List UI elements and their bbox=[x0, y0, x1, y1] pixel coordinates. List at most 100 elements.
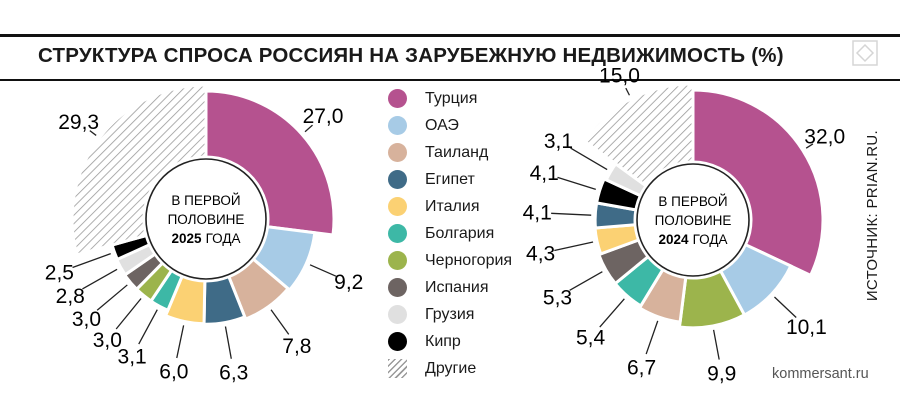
legend-item-other: Другие bbox=[388, 355, 512, 382]
leader-line bbox=[712, 329, 720, 360]
value-label-uae: 10,1 bbox=[786, 316, 827, 339]
leader-line bbox=[805, 143, 814, 149]
legend-item-uae: ОАЭ bbox=[388, 112, 512, 139]
leader-line bbox=[96, 284, 128, 311]
center-label-line2: ПОЛОВИНЕ bbox=[655, 213, 732, 228]
leader-line bbox=[270, 309, 290, 335]
legend-item-egypt: Египет bbox=[388, 166, 512, 193]
value-label-thailand: 6,7 bbox=[627, 356, 656, 379]
legend-swatch bbox=[388, 224, 407, 243]
value-label-georgia: 3,1 bbox=[544, 130, 573, 153]
value-label-italy: 6,0 bbox=[159, 361, 188, 384]
legend-swatch bbox=[388, 170, 407, 189]
legend-swatch bbox=[388, 116, 407, 135]
leader-line bbox=[625, 87, 631, 96]
legend-label: Испания bbox=[425, 278, 489, 296]
chart-title: СТРУКТУРА СПРОСА РОССИЯН НА ЗАРУБЕЖНУЮ Н… bbox=[38, 44, 784, 67]
slice-uae bbox=[251, 225, 317, 293]
legend-swatch bbox=[388, 143, 407, 162]
value-label-italy: 4,3 bbox=[526, 243, 555, 266]
legend-label: Кипр bbox=[425, 332, 461, 350]
value-label-montenegro: 3,0 bbox=[93, 329, 122, 352]
legend-item-bulgaria: Болгария bbox=[388, 220, 512, 247]
center-label-year: 2025 bbox=[172, 231, 203, 246]
logo-icon bbox=[852, 40, 878, 66]
legend-swatch bbox=[388, 278, 407, 297]
value-label-spain: 3,0 bbox=[72, 308, 101, 331]
slice-turkey bbox=[204, 89, 336, 237]
legend-label: ОАЭ bbox=[425, 116, 459, 134]
legend-item-georgia: Грузия bbox=[388, 301, 512, 328]
title-rule bbox=[0, 79, 900, 81]
value-label-uae: 9,2 bbox=[334, 271, 363, 294]
center-label-line1: В ПЕРВОЙ bbox=[171, 193, 240, 208]
center-label-year-line: 2025 ГОДА bbox=[172, 231, 241, 246]
legend-label: Италия bbox=[425, 197, 480, 215]
slice-other bbox=[70, 83, 208, 257]
legend-label: Таиланд bbox=[425, 143, 489, 161]
legend-swatch bbox=[388, 197, 407, 216]
value-label-spain: 5,3 bbox=[543, 286, 572, 309]
leader-line bbox=[599, 298, 625, 328]
leader-line bbox=[569, 271, 603, 291]
leader-line bbox=[224, 326, 232, 359]
legend-label: Черногория bbox=[425, 251, 513, 269]
leader-line bbox=[176, 325, 185, 359]
footer-credit: kommersant.ru bbox=[772, 366, 869, 382]
leader-line bbox=[557, 176, 596, 191]
value-label-egypt: 6,3 bbox=[219, 362, 248, 385]
legend-label: Грузия bbox=[425, 305, 475, 323]
leader-line bbox=[645, 320, 659, 355]
leader-line bbox=[551, 212, 592, 216]
value-label-montenegro: 9,9 bbox=[707, 362, 736, 385]
value-label-bulgaria: 3,1 bbox=[118, 345, 147, 368]
donut-chart-1: 27,09,27,86,36,03,13,03,02,82,529,3В ПЕР… bbox=[45, 83, 363, 385]
leader-line bbox=[82, 268, 118, 290]
leader-line bbox=[89, 130, 97, 136]
center-label-line1: В ПЕРВОЙ bbox=[658, 194, 727, 209]
legend-item-cyprus: Кипр bbox=[388, 328, 512, 355]
legend-item-italy: Италия bbox=[388, 193, 512, 220]
legend: Турция ОАЭ Таиланд Египет Италия Болгария Черн… bbox=[388, 85, 512, 382]
value-label-other: 15,0 bbox=[599, 65, 640, 88]
legend-swatch bbox=[388, 251, 407, 270]
value-label-turkey: 32,0 bbox=[804, 125, 845, 148]
leader-line bbox=[304, 124, 313, 133]
legend-swatch bbox=[388, 305, 407, 324]
center-label-year-line: 2024 ГОДА bbox=[659, 232, 728, 247]
legend-item-turkey: Турция bbox=[388, 85, 512, 112]
legend-label: Египет bbox=[425, 170, 475, 188]
value-label-turkey: 27,0 bbox=[303, 105, 344, 128]
legend-label: Другие bbox=[425, 359, 477, 377]
slice-thailand bbox=[226, 257, 291, 322]
leader-line bbox=[774, 296, 797, 319]
center-label-word: ГОДА bbox=[693, 232, 728, 247]
value-label-other: 29,3 bbox=[58, 111, 99, 134]
legend-swatch bbox=[388, 332, 407, 351]
center-label-year: 2024 bbox=[659, 232, 690, 247]
value-label-cyprus: 2,5 bbox=[45, 261, 74, 284]
value-label-thailand: 7,8 bbox=[282, 335, 311, 358]
leader-line bbox=[115, 298, 142, 330]
center-label-word: ГОДА bbox=[206, 231, 241, 246]
legend-item-thailand: Таиланд bbox=[388, 139, 512, 166]
donut-chart-2: 32,0 10,1 9,9 6,7 5,45,3 4,3 4,1 4,1 3,1 15,0 В ПЕ… bbox=[523, 65, 846, 386]
center-circle bbox=[145, 158, 267, 280]
leader-line bbox=[72, 253, 111, 269]
slice-turkey bbox=[691, 88, 825, 278]
legend-item-spain: Испания bbox=[388, 274, 512, 301]
slice-montenegro bbox=[677, 268, 747, 330]
legend-swatch bbox=[388, 89, 407, 108]
value-label-bulgaria: 5,4 bbox=[576, 327, 606, 350]
legend-label: Турция bbox=[425, 89, 478, 107]
leader-line bbox=[570, 147, 608, 171]
value-label-georgia: 2,8 bbox=[56, 285, 85, 308]
legend-swatch bbox=[388, 359, 407, 378]
value-label-cyprus: 4,1 bbox=[530, 162, 559, 185]
leader-line bbox=[554, 241, 594, 252]
value-label-egypt: 4,1 bbox=[523, 202, 552, 225]
leader-line bbox=[138, 309, 158, 345]
legend-label: Болгария bbox=[425, 224, 495, 242]
leader-line bbox=[309, 264, 337, 277]
